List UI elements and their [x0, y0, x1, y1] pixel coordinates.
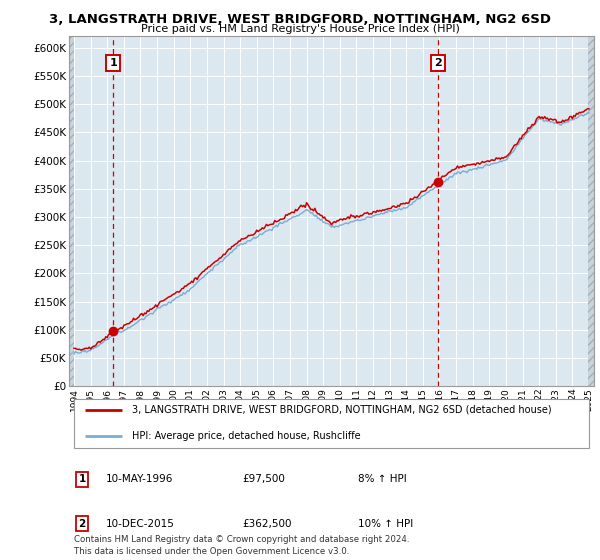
Text: 1: 1 [109, 58, 117, 68]
Text: Price paid vs. HM Land Registry's House Price Index (HPI): Price paid vs. HM Land Registry's House … [140, 24, 460, 34]
Text: 10-DEC-2015: 10-DEC-2015 [106, 519, 175, 529]
Text: 3, LANGSTRATH DRIVE, WEST BRIDGFORD, NOTTINGHAM, NG2 6SD (detached house): 3, LANGSTRATH DRIVE, WEST BRIDGFORD, NOT… [132, 405, 551, 415]
Text: £97,500: £97,500 [242, 474, 285, 484]
Bar [587, 36, 594, 386]
Bar [69, 36, 74, 386]
Text: 10-MAY-1996: 10-MAY-1996 [106, 474, 173, 484]
FancyBboxPatch shape [74, 399, 589, 448]
Text: 2: 2 [434, 58, 442, 68]
Text: HPI: Average price, detached house, Rushcliffe: HPI: Average price, detached house, Rush… [132, 431, 361, 441]
Text: 1: 1 [79, 474, 86, 484]
Text: 10% ↑ HPI: 10% ↑ HPI [358, 519, 413, 529]
Text: 2: 2 [79, 519, 86, 529]
Text: 8% ↑ HPI: 8% ↑ HPI [358, 474, 407, 484]
Bar [587, 36, 594, 386]
Text: 3, LANGSTRATH DRIVE, WEST BRIDGFORD, NOTTINGHAM, NG2 6SD: 3, LANGSTRATH DRIVE, WEST BRIDGFORD, NOT… [49, 13, 551, 26]
Text: £362,500: £362,500 [242, 519, 292, 529]
Text: Contains HM Land Registry data © Crown copyright and database right 2024.
This d: Contains HM Land Registry data © Crown c… [74, 535, 410, 556]
Bar [69, 36, 74, 386]
